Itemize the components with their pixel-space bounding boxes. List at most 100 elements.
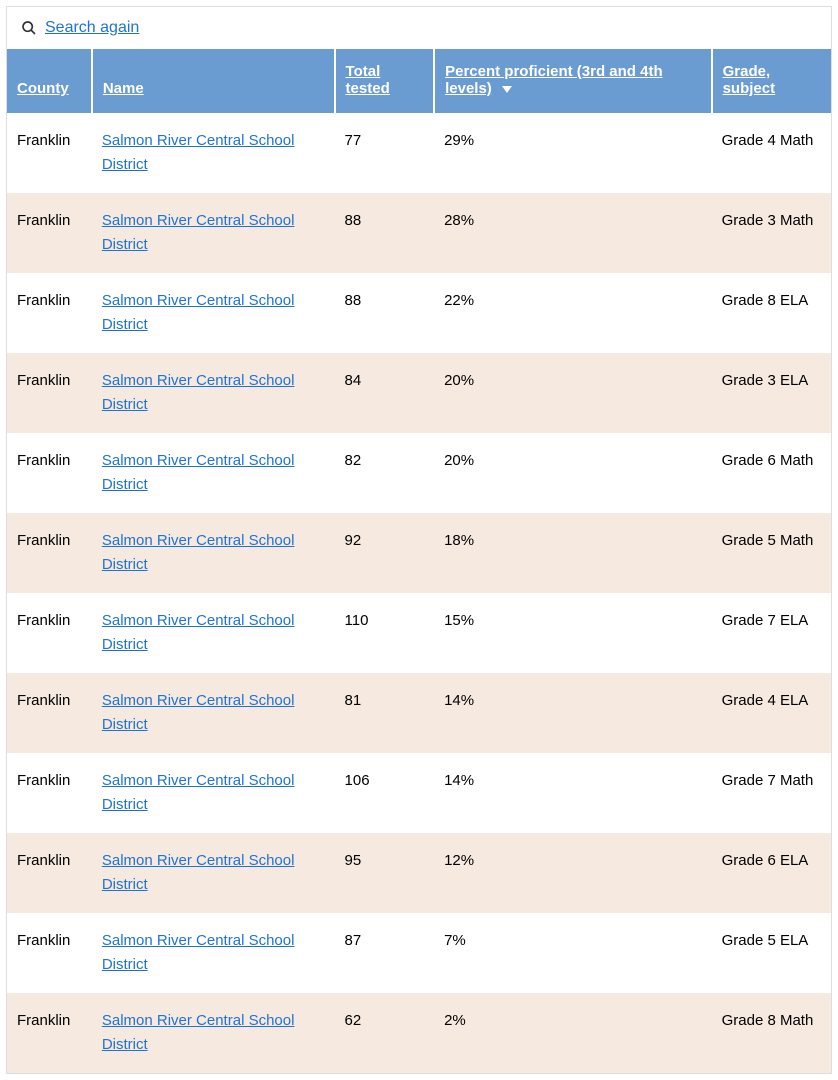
district-link[interactable]: Salmon River Central School District	[102, 772, 295, 813]
cell-total-tested: 92	[335, 513, 435, 593]
cell-county: Franklin	[7, 273, 92, 353]
cell-grade-subject: Grade 4 ELA	[712, 673, 831, 753]
table-row: FranklinSalmon River Central School Dist…	[7, 513, 831, 593]
cell-grade-subject: Grade 7 Math	[712, 753, 831, 833]
col-header-percent-proficient[interactable]: Percent proficient (3rd and 4th levels)	[434, 49, 712, 113]
cell-total-tested: 95	[335, 833, 435, 913]
table-row: FranklinSalmon River Central School Dist…	[7, 913, 831, 993]
cell-percent-proficient: 7%	[434, 913, 712, 993]
cell-name: Salmon River Central School District	[92, 273, 335, 353]
col-header-county[interactable]: County	[7, 49, 92, 113]
cell-percent-proficient: 14%	[434, 753, 712, 833]
cell-percent-proficient: 20%	[434, 353, 712, 433]
cell-total-tested: 88	[335, 273, 435, 353]
cell-percent-proficient: 12%	[434, 833, 712, 913]
cell-name: Salmon River Central School District	[92, 753, 335, 833]
cell-name: Salmon River Central School District	[92, 913, 335, 993]
cell-name: Salmon River Central School District	[92, 513, 335, 593]
table-row: FranklinSalmon River Central School Dist…	[7, 673, 831, 753]
cell-percent-proficient: 28%	[434, 193, 712, 273]
cell-county: Franklin	[7, 753, 92, 833]
cell-total-tested: 110	[335, 593, 435, 673]
table-row: FranklinSalmon River Central School Dist…	[7, 833, 831, 913]
cell-county: Franklin	[7, 193, 92, 273]
cell-grade-subject: Grade 3 ELA	[712, 353, 831, 433]
results-container: Search again County Name Total tested Pe…	[6, 6, 832, 1074]
table-row: FranklinSalmon River Central School Dist…	[7, 753, 831, 833]
cell-total-tested: 81	[335, 673, 435, 753]
col-header-total-tested[interactable]: Total tested	[335, 49, 435, 113]
col-header-label: County	[17, 80, 69, 97]
search-bar: Search again	[7, 7, 831, 49]
cell-name: Salmon River Central School District	[92, 353, 335, 433]
cell-name: Salmon River Central School District	[92, 593, 335, 673]
sort-desc-icon	[502, 86, 512, 93]
cell-total-tested: 106	[335, 753, 435, 833]
cell-total-tested: 84	[335, 353, 435, 433]
table-row: FranklinSalmon River Central School Dist…	[7, 993, 831, 1073]
cell-grade-subject: Grade 3 Math	[712, 193, 831, 273]
cell-total-tested: 88	[335, 193, 435, 273]
cell-county: Franklin	[7, 433, 92, 513]
results-table: County Name Total tested Percent profici…	[7, 49, 831, 1073]
district-link[interactable]: Salmon River Central School District	[102, 532, 295, 573]
cell-total-tested: 87	[335, 913, 435, 993]
cell-name: Salmon River Central School District	[92, 993, 335, 1073]
cell-percent-proficient: 22%	[434, 273, 712, 353]
col-header-label: Grade, subject	[723, 63, 776, 97]
district-link[interactable]: Salmon River Central School District	[102, 452, 295, 493]
col-header-label: Percent proficient (3rd and 4th levels)	[445, 63, 663, 97]
table-row: FranklinSalmon River Central School Dist…	[7, 593, 831, 673]
cell-county: Franklin	[7, 993, 92, 1073]
cell-grade-subject: Grade 5 Math	[712, 513, 831, 593]
district-link[interactable]: Salmon River Central School District	[102, 292, 295, 333]
col-header-grade-subject[interactable]: Grade, subject	[712, 49, 831, 113]
district-link[interactable]: Salmon River Central School District	[102, 932, 295, 973]
table-body: FranklinSalmon River Central School Dist…	[7, 113, 831, 1073]
cell-percent-proficient: 15%	[434, 593, 712, 673]
cell-name: Salmon River Central School District	[92, 833, 335, 913]
cell-total-tested: 82	[335, 433, 435, 513]
cell-percent-proficient: 2%	[434, 993, 712, 1073]
table-row: FranklinSalmon River Central School Dist…	[7, 113, 831, 193]
cell-county: Franklin	[7, 593, 92, 673]
cell-grade-subject: Grade 7 ELA	[712, 593, 831, 673]
cell-county: Franklin	[7, 513, 92, 593]
district-link[interactable]: Salmon River Central School District	[102, 692, 295, 733]
table-row: FranklinSalmon River Central School Dist…	[7, 353, 831, 433]
district-link[interactable]: Salmon River Central School District	[102, 612, 295, 653]
cell-county: Franklin	[7, 833, 92, 913]
district-link[interactable]: Salmon River Central School District	[102, 852, 295, 893]
cell-county: Franklin	[7, 353, 92, 433]
district-link[interactable]: Salmon River Central School District	[102, 212, 295, 253]
cell-name: Salmon River Central School District	[92, 113, 335, 193]
search-icon	[21, 20, 37, 36]
cell-grade-subject: Grade 4 Math	[712, 113, 831, 193]
cell-percent-proficient: 18%	[434, 513, 712, 593]
cell-county: Franklin	[7, 113, 92, 193]
cell-grade-subject: Grade 5 ELA	[712, 913, 831, 993]
col-header-name[interactable]: Name	[92, 49, 335, 113]
district-link[interactable]: Salmon River Central School District	[102, 1012, 295, 1053]
cell-grade-subject: Grade 6 ELA	[712, 833, 831, 913]
cell-percent-proficient: 14%	[434, 673, 712, 753]
cell-name: Salmon River Central School District	[92, 193, 335, 273]
search-again-link[interactable]: Search again	[45, 19, 139, 37]
col-header-label: Name	[103, 80, 144, 97]
cell-grade-subject: Grade 8 Math	[712, 993, 831, 1073]
table-header-row: County Name Total tested Percent profici…	[7, 49, 831, 113]
col-header-label: Total tested	[346, 63, 390, 97]
cell-name: Salmon River Central School District	[92, 433, 335, 513]
cell-percent-proficient: 20%	[434, 433, 712, 513]
cell-grade-subject: Grade 8 ELA	[712, 273, 831, 353]
cell-county: Franklin	[7, 913, 92, 993]
cell-name: Salmon River Central School District	[92, 673, 335, 753]
cell-grade-subject: Grade 6 Math	[712, 433, 831, 513]
district-link[interactable]: Salmon River Central School District	[102, 372, 295, 413]
district-link[interactable]: Salmon River Central School District	[102, 132, 295, 173]
cell-total-tested: 77	[335, 113, 435, 193]
cell-county: Franklin	[7, 673, 92, 753]
table-row: FranklinSalmon River Central School Dist…	[7, 433, 831, 513]
cell-total-tested: 62	[335, 993, 435, 1073]
table-row: FranklinSalmon River Central School Dist…	[7, 193, 831, 273]
